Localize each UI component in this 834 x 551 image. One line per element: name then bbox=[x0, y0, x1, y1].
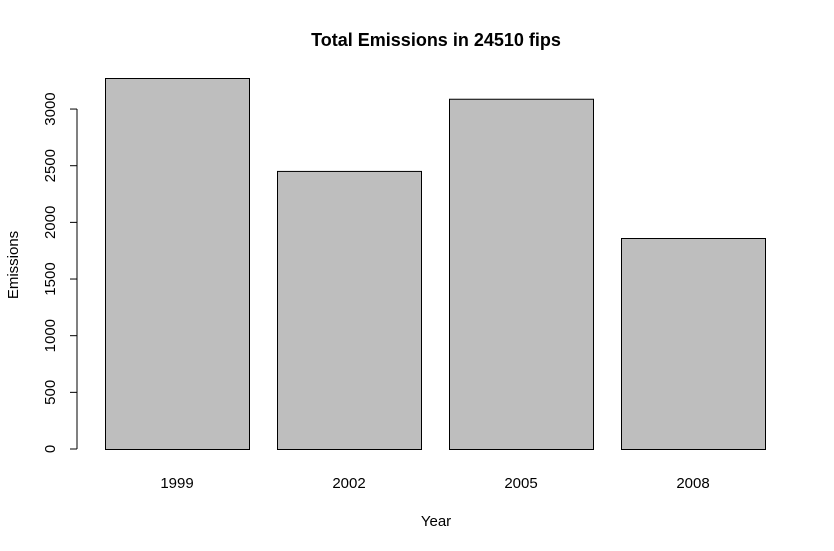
x-tick-labels: 1999 2002 2005 2008 bbox=[160, 475, 709, 492]
y-tick-label: 500 bbox=[42, 380, 59, 405]
y-tick-label: 1500 bbox=[42, 262, 59, 295]
y-tick-label: 2500 bbox=[42, 149, 59, 182]
x-tick-label: 2005 bbox=[504, 475, 537, 492]
x-axis-label: Year bbox=[421, 513, 451, 530]
x-tick-label: 2008 bbox=[676, 475, 709, 492]
y-tick-label: 2000 bbox=[42, 206, 59, 239]
bar-1999 bbox=[105, 78, 250, 450]
x-tick-label: 2002 bbox=[332, 475, 365, 492]
bars-group bbox=[105, 78, 766, 450]
y-tick-label: 0 bbox=[42, 445, 59, 453]
bar-2005 bbox=[449, 98, 594, 450]
chart-title: Total Emissions in 24510 fips bbox=[311, 30, 561, 50]
y-axis: 0 500 1000 1500 2000 2500 3000 bbox=[42, 92, 78, 453]
bar-2002 bbox=[277, 170, 422, 450]
x-tick-label: 1999 bbox=[160, 475, 193, 492]
y-tick-label: 3000 bbox=[42, 92, 59, 125]
y-axis-label: Emissions bbox=[5, 231, 22, 299]
y-tick-label: 1000 bbox=[42, 319, 59, 352]
bar-2008 bbox=[621, 238, 766, 450]
